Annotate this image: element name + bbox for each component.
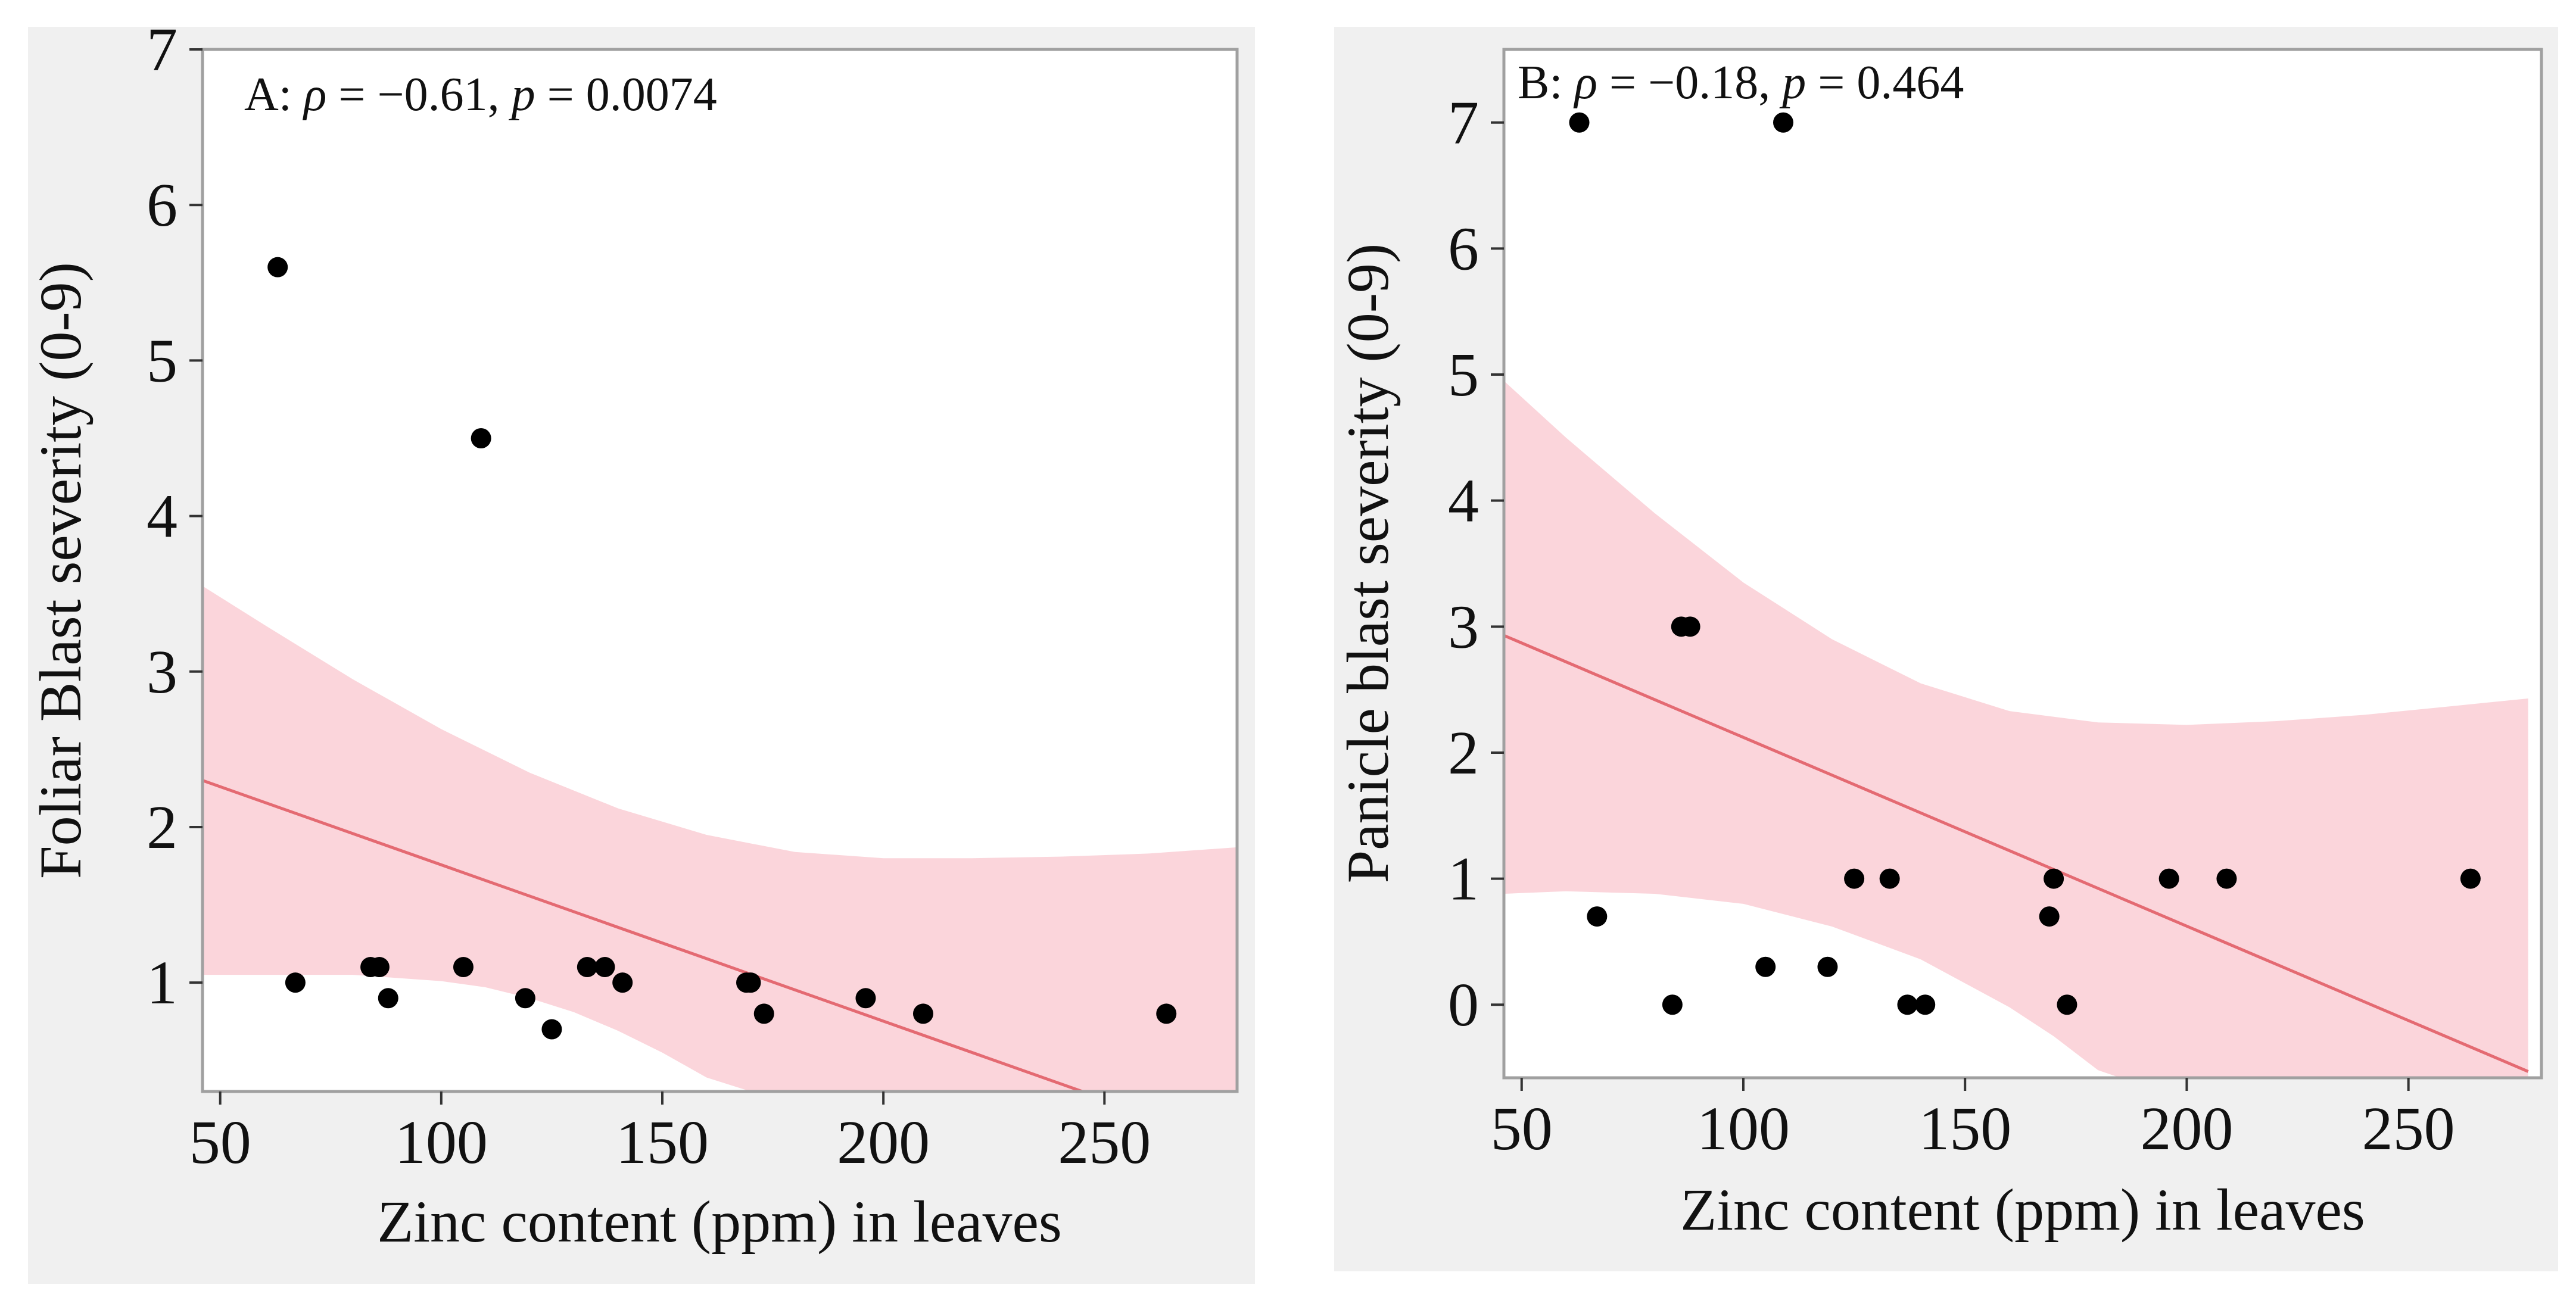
panel-a-x-tick-label: 250: [1058, 1108, 1151, 1177]
panel-b-point: [2460, 868, 2481, 889]
panel-b-x-axis-label: Zinc content (ppm) in leaves: [1680, 1177, 2365, 1243]
panel-a-y-axis-label: Foliar Blast severity (0-9): [27, 262, 94, 879]
panel-a-y-tick-label: 6: [147, 171, 177, 239]
panel-b-point: [1773, 112, 1793, 133]
panel-a-plot-frame: [201, 48, 1239, 1093]
panel-b-y-tick-label: 4: [1448, 467, 1479, 535]
panel-b-annotation: B: ρ = −0.18, p = 0.464: [1518, 57, 1964, 109]
panel-a-x-tick-label: 150: [616, 1108, 709, 1177]
panel-b-fit-line: [1503, 634, 2529, 1073]
panel-b-point: [1680, 616, 1700, 637]
panel-b-point: [2044, 868, 2064, 889]
panel-b-point: [1662, 994, 1683, 1015]
panel-a-x-tick-label: 50: [189, 1108, 251, 1177]
panel-b-x-tick-label: 50: [1491, 1094, 1553, 1163]
panel-a-y-tick-label: 5: [147, 326, 177, 395]
panel-b-y-tick-label: 1: [1448, 845, 1479, 913]
panel-a-point: [285, 972, 306, 993]
panel-b-point: [2158, 868, 2179, 889]
panel-b-y-tick-label: 7: [1448, 89, 1479, 157]
panel-b-point: [1844, 868, 1865, 889]
panel-b-x-tick-label: 250: [2362, 1094, 2455, 1163]
panel-b-y-tick-label: 3: [1448, 592, 1479, 661]
panel-a-y-tick-label: 1: [147, 949, 177, 1017]
panel-b-x-tick-label: 150: [1918, 1094, 2011, 1163]
panel-b-point: [2057, 994, 2077, 1015]
panel-b-point: [1569, 112, 1590, 133]
panel-a-point: [541, 1019, 562, 1040]
panel-b-plot-frame: [1502, 48, 2543, 1080]
panel-b-point: [1755, 956, 1776, 977]
panel-a-y-tick-label: 7: [147, 15, 177, 84]
panel-a-fit-line: [202, 779, 1083, 1093]
panel-a-point: [515, 988, 535, 1009]
panel-b-point: [1817, 956, 1838, 977]
panel-a-point: [855, 988, 876, 1009]
panel-a-x-tick-label: 100: [395, 1108, 488, 1177]
panel-a-annotation: A: ρ = −0.61, p = 0.0074: [244, 68, 717, 121]
panel-b-y-tick-label: 0: [1448, 971, 1479, 1039]
panel-b-point: [1587, 906, 1608, 927]
panel-b-confidence-band: [1504, 381, 2528, 1078]
panel-a-point: [267, 257, 288, 277]
panel-a-point: [453, 957, 474, 978]
panel-a-point: [369, 957, 390, 978]
panel-a-y-tick-label: 3: [147, 638, 177, 706]
panel-b-point: [1915, 994, 1936, 1015]
panel-a-x-tick-label: 200: [837, 1108, 930, 1177]
panel-b-x-tick-label: 200: [2140, 1094, 2233, 1163]
panel-b-y-tick-label: 6: [1448, 214, 1479, 283]
panel-a: 1 2 3 4 5 6 7 50 100 150 200 250 A: ρ = −0.61, p = …: [27, 15, 1255, 1284]
panel-a-point: [378, 988, 398, 1009]
panel-a-point: [471, 428, 491, 448]
panel-b-point: [1879, 868, 1900, 889]
panel-b-y-axis-label: Panicle blast severity (0-9): [1335, 244, 1401, 884]
panel-b-y-tick-label: 2: [1448, 719, 1479, 787]
panel-b-x-tick-label: 100: [1697, 1094, 1790, 1163]
panel-b-point: [2039, 906, 2060, 927]
panel-a-point: [594, 957, 615, 978]
panel-b-point: [2216, 868, 2237, 889]
panel-a-point: [1156, 1003, 1177, 1024]
panel-a-point: [577, 957, 597, 978]
panel-a-y-tick-label: 4: [147, 482, 177, 551]
panel-a-point: [612, 972, 633, 993]
panel-a-y-tick-label: 2: [147, 793, 177, 862]
panel-a-point: [912, 1003, 933, 1024]
panel-a-x-axis-label: Zinc content (ppm) in leaves: [377, 1189, 1062, 1255]
panel-a-point: [740, 972, 761, 993]
panel-b-point: [1897, 994, 1918, 1015]
panel-a-point: [753, 1003, 774, 1024]
panel-b-y-tick-label: 5: [1448, 341, 1479, 409]
panel-b: 0 1 2 3 4 5 6 7 50 100 150 200 250 B: ρ = −0.18, p =…: [1334, 27, 2558, 1271]
